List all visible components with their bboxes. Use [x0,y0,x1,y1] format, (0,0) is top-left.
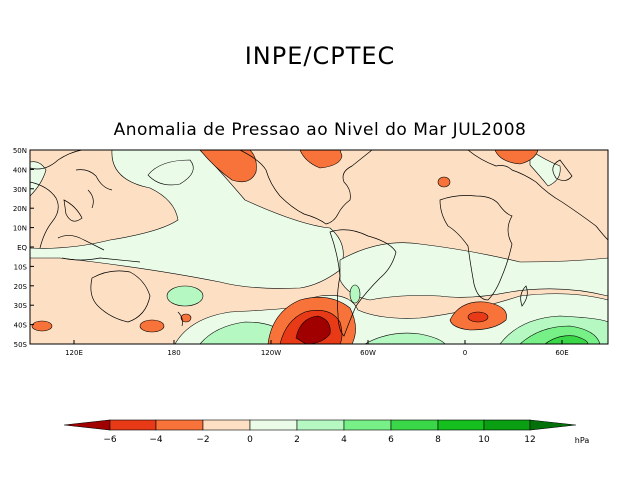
colorbar-tick-label: −2 [196,435,209,445]
africa [439,195,513,301]
north-atlantic-negative [437,176,451,188]
lon-label: 60E [555,349,568,357]
west-edge-positive-cell [30,161,47,197]
lat-label: EQ [17,244,27,252]
colorbar-segment [109,419,157,431]
new-zealand [177,311,183,327]
australia [90,270,151,323]
positive-cell-2d [166,285,204,307]
eurasia-coast [467,150,608,241]
lon-label: 120W [261,349,281,357]
lat-label: 30S [14,302,28,310]
colorbar-segment [249,419,298,431]
colorbar-tick-label: 4 [341,435,347,445]
europe-negative [494,150,539,165]
north-america [239,150,373,225]
south-africa-negative-4 [467,311,489,323]
lat-label: 40N [13,166,27,174]
lat-label: 10N [13,225,27,233]
colorbar-segment [343,419,392,431]
lon-label: 180 [167,349,180,357]
tasman-negative [139,319,165,333]
colorbar-tick-label: −4 [149,435,163,445]
north-pacific-negative [199,150,257,183]
north-pacific-positive-cell [147,159,194,186]
colorbar-tick-label: 12 [524,435,535,445]
lat-label: 50S [14,341,28,349]
colorbar-tick-label: 2 [294,435,300,445]
caspian-sea [552,159,573,181]
lat-label: 20S [14,283,28,291]
positive-cell-6 [544,335,589,344]
central-pacific-positive-region [30,150,344,289]
colorbar-tick-label: 8 [435,435,441,445]
colorbar-segment [437,419,485,431]
new-zealand-negative [180,313,192,323]
lat-label: 10S [14,263,28,271]
colorbar-tick-label: 0 [247,435,253,445]
east-asia-islands [63,189,94,222]
coastlines [30,150,608,337]
colorbar-segment [202,419,251,431]
europe-positive-cell [529,150,561,187]
lat-label: 50N [13,147,27,155]
colorbar-segment [529,419,577,431]
colorbar-unit: hPa [575,436,590,445]
latitude-axis: 50N 40N 30N 20N 10N EQ 10S 20S 30S 40S 5… [13,147,34,349]
southeast-pacific-negative-6 [295,315,331,344]
colorbar-segment [296,419,345,431]
anomaly-field [30,150,608,344]
colorbar-segment [63,419,111,431]
south-america [329,229,397,337]
positive-cell-2c [364,332,446,344]
south-atlantic-positive-region [339,242,608,301]
colorbar-tick-label: −6 [103,435,117,445]
colorbar-segment [155,419,204,431]
lon-label: 60W [360,349,376,357]
lat-label: 20N [13,205,27,213]
lat-label: 40S [14,322,28,330]
lon-label: 120E [65,349,83,357]
colorbar-segment [390,419,439,431]
map-title: Anomalia de Pressao ao Nivel do Mar JUL2… [113,120,527,140]
positive-cell-2e [349,284,361,304]
madagascar [520,285,528,307]
indian-ocean-negative [31,320,53,332]
colorbar: −6 −4 −2 0 2 4 6 8 10 12 hPa [63,419,590,445]
colorbar-tick-label: 10 [478,435,490,445]
lat-label: 30N [13,186,27,194]
colorbar-segment [483,419,531,431]
asia-coast [30,150,83,249]
longitude-axis: 120E 180 120W 60W 0 60E [65,340,569,357]
lon-label: 0 [463,349,467,357]
maritime-continent [57,235,141,263]
korea-japan-coast [75,169,113,191]
north-america-negative [299,150,343,169]
colorbar-tick-label: 6 [388,435,394,445]
organization-title: INPE/CPTEC [244,42,396,70]
